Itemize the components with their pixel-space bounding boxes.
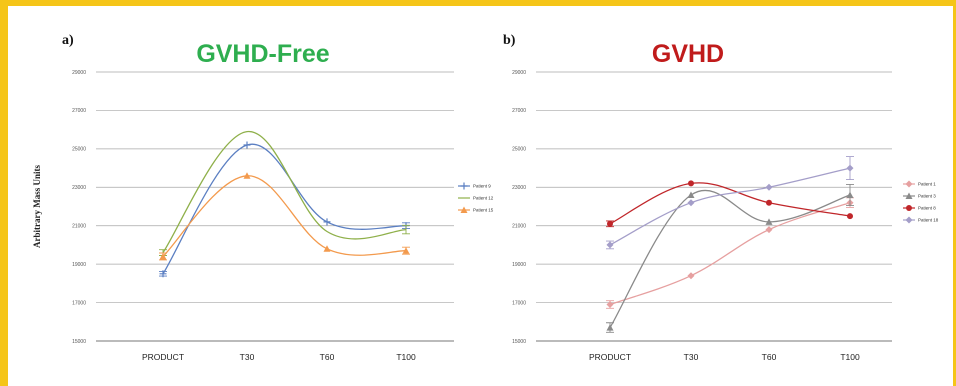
data-point [846, 164, 854, 172]
data-point [687, 199, 695, 207]
legend-marker [906, 205, 912, 211]
legend-label: Patient 9 [473, 184, 491, 189]
legend-marker [905, 216, 913, 224]
error-bar [402, 224, 410, 235]
y-tick-label: 29000 [72, 70, 86, 76]
legend-marker [460, 206, 468, 213]
series-patient-15 [159, 172, 410, 261]
data-point [765, 226, 773, 234]
legend-label: Patient 8 [918, 206, 936, 211]
chart-b: b) GVHD 15000 17000 19000 21000 23000 25000 2700… [503, 33, 939, 362]
chart-title: GVHD-Free [196, 40, 329, 68]
y-tick-label: 15000 [72, 339, 86, 345]
data-point [765, 218, 773, 225]
legend-label: Patient 12 [473, 196, 494, 201]
data-point [687, 191, 695, 198]
y-tick-label: 19000 [512, 262, 526, 268]
y-tick-label: 17000 [512, 300, 526, 306]
legend-label: Patient 3 [918, 194, 936, 199]
data-point [688, 180, 694, 187]
data-point [402, 247, 410, 254]
x-tick-label: T60 [762, 352, 777, 362]
data-point [243, 141, 251, 149]
series-patient-3 [606, 183, 854, 333]
panel-label: a) [62, 33, 74, 48]
y-tick-label: 19000 [72, 262, 86, 268]
data-point [847, 213, 853, 220]
series-line [162, 175, 407, 257]
legend-marker [905, 192, 913, 199]
series-patient-1 [606, 197, 854, 309]
y-tick-label: 23000 [72, 185, 86, 191]
x-tick-label: T30 [684, 352, 699, 362]
series-line [162, 130, 407, 253]
data-point [606, 324, 614, 331]
data-point [766, 199, 772, 206]
series-patient-9 [159, 141, 410, 278]
y-tick-label: 21000 [72, 224, 86, 230]
series-line [609, 167, 851, 246]
y-axis-label: Arbitrary Mass Units [32, 165, 42, 248]
y-tick-label: 15000 [512, 339, 526, 345]
x-tick-label: T30 [240, 352, 255, 362]
series-patient-18 [606, 156, 854, 250]
series-line [609, 182, 851, 225]
x-tick-label: T100 [396, 352, 416, 362]
data-point [765, 183, 773, 191]
legend-label: Patient 1 [918, 182, 936, 187]
data-point [606, 301, 614, 308]
legend-marker [905, 180, 913, 188]
y-tick-label: 23000 [512, 185, 526, 191]
data-point [607, 220, 613, 227]
legend-label: Patient 15 [473, 208, 494, 213]
data-point [606, 241, 614, 249]
x-tick-label: PRODUCT [589, 352, 631, 362]
x-tick-label: PRODUCT [142, 352, 184, 362]
y-tick-label: 17000 [72, 300, 86, 306]
y-tick-label: 27000 [512, 108, 526, 114]
chart-a: a) GVHD-Free 15000 17000 19000 21000 23000 2500… [32, 33, 494, 362]
series-line [162, 143, 407, 275]
series-line [609, 202, 851, 306]
panel-label: b) [503, 33, 516, 48]
chart-title: GVHD [652, 40, 724, 68]
y-tick-label: 21000 [512, 224, 526, 230]
y-tick-label: 29000 [512, 70, 526, 76]
data-point [159, 253, 167, 260]
x-tick-label: T60 [320, 352, 335, 362]
y-tick-label: 25000 [72, 147, 86, 153]
y-tick-label: 27000 [72, 108, 86, 114]
series-patient-12 [159, 130, 410, 256]
y-tick-label: 25000 [512, 147, 526, 153]
data-point [323, 245, 331, 252]
legend-label: Patient 18 [918, 218, 939, 223]
data-point [846, 191, 854, 198]
legend-marker [460, 182, 468, 190]
data-point [159, 270, 167, 278]
data-point [323, 218, 331, 226]
x-tick-label: T100 [840, 352, 860, 362]
data-point [687, 272, 695, 280]
series-patient-8 [606, 180, 853, 228]
data-point [243, 172, 251, 179]
